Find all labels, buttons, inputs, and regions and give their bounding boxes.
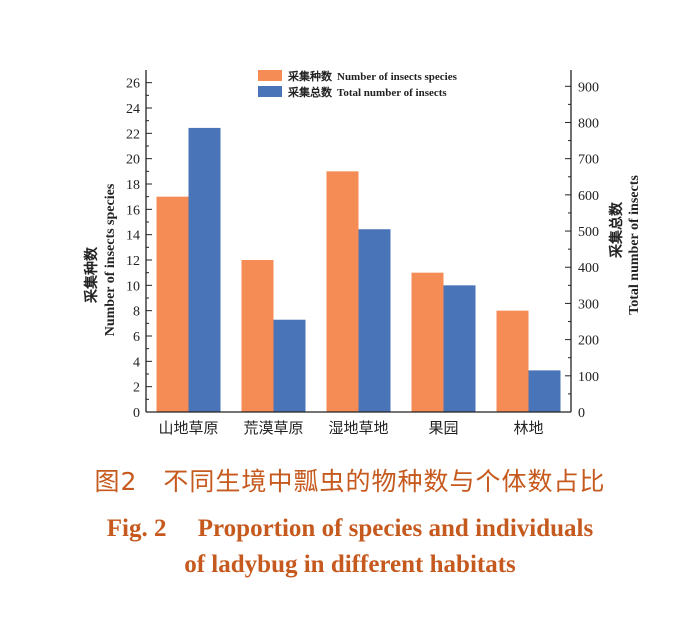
bar-total-5 <box>528 370 561 412</box>
x-tick-label-2: 荒漠草原 <box>243 420 303 437</box>
legend-label-en-1: Number of insects species <box>337 71 458 83</box>
left-tick-label-14: 14 <box>126 229 140 244</box>
right-tick-label-900: 900 <box>578 80 599 95</box>
x-tick-label-5: 林地 <box>513 420 543 437</box>
x-tick-label-1: 山地草原 <box>158 420 218 437</box>
left-tick-label-0: 0 <box>133 406 140 421</box>
right-tick-label-600: 600 <box>578 189 599 204</box>
right-tick-label-400: 400 <box>578 261 599 276</box>
right-tick-label-300: 300 <box>578 297 599 312</box>
left-tick-label-10: 10 <box>126 279 140 294</box>
plot-area <box>156 127 561 413</box>
left-tick-label-12: 12 <box>126 254 140 269</box>
left-tick-label-24: 24 <box>126 102 140 117</box>
x-axis: 山地草原 荒漠草原 湿地草地 果园 林地 <box>146 411 571 437</box>
left-tick-label-6: 6 <box>133 330 140 345</box>
right-tick-label-700: 700 <box>578 153 599 168</box>
figure-caption-english-line1: Fig. 2 Proportion of species and individ… <box>106 515 594 542</box>
legend-label-2: 采集总数 Total number of insects <box>287 85 447 99</box>
right-axis-title-cn: 采集总数 <box>608 201 625 259</box>
left-tick-label-8: 8 <box>133 305 140 320</box>
legend-swatch-2 <box>258 86 282 97</box>
left-axis-title-cn: 采集种数 <box>83 246 100 304</box>
bar-species-2 <box>241 260 274 412</box>
left-tick-label-4: 4 <box>133 355 140 370</box>
legend-label-en-2: Total number of insects <box>337 87 447 99</box>
left-tick-label-22: 22 <box>126 127 140 142</box>
x-tick-label-3: 湿地草地 <box>328 420 388 437</box>
legend-label-cn-1: 采集种数 <box>287 69 333 83</box>
bar-total-4 <box>443 285 476 412</box>
bar-total-2 <box>273 319 306 412</box>
left-tick-label-18: 18 <box>126 178 140 193</box>
legend-label-1: 采集种数 Number of insects species <box>287 69 458 83</box>
right-tick-label-800: 800 <box>578 116 599 131</box>
left-axis-title: 采集种数 <box>83 246 100 304</box>
bar-total-3 <box>358 229 391 412</box>
right-tick-label-500: 500 <box>578 225 599 240</box>
bar-total-1 <box>188 127 221 413</box>
bar-species-1 <box>156 196 189 412</box>
right-tick-label-200: 200 <box>578 334 599 349</box>
figure-caption-english-line2: of ladybug in different habitats <box>184 551 516 578</box>
bar-species-5 <box>496 310 529 412</box>
left-axis-title-en: Number of insects species <box>103 183 118 336</box>
left-tick-label-2: 2 <box>133 381 140 396</box>
right-tick-label-0: 0 <box>578 406 585 421</box>
left-tick-label-16: 16 <box>126 203 140 218</box>
legend-swatch-1 <box>258 70 282 81</box>
legend: 采集种数 Number of insects species 采集总数 Total n… <box>258 69 458 99</box>
left-tick-label-26: 26 <box>126 77 140 92</box>
left-tick-label-20: 20 <box>126 153 140 168</box>
right-axis-title-en: Total number of insects <box>627 175 642 315</box>
right-tick-label-100: 100 <box>578 370 599 385</box>
bar-species-4 <box>411 272 444 412</box>
right-axis: 0 100 200 300 400 500 600 700 800 900 <box>565 70 599 421</box>
bar-species-3 <box>326 171 359 412</box>
legend-label-cn-2: 采集总数 <box>287 85 333 99</box>
right-axis-title: 采集总数 <box>608 201 625 259</box>
figure-caption-chinese: 图2 不同生境中瓢虫的物种数与个体数占比 <box>94 467 606 496</box>
x-tick-label-4: 果园 <box>428 420 458 437</box>
